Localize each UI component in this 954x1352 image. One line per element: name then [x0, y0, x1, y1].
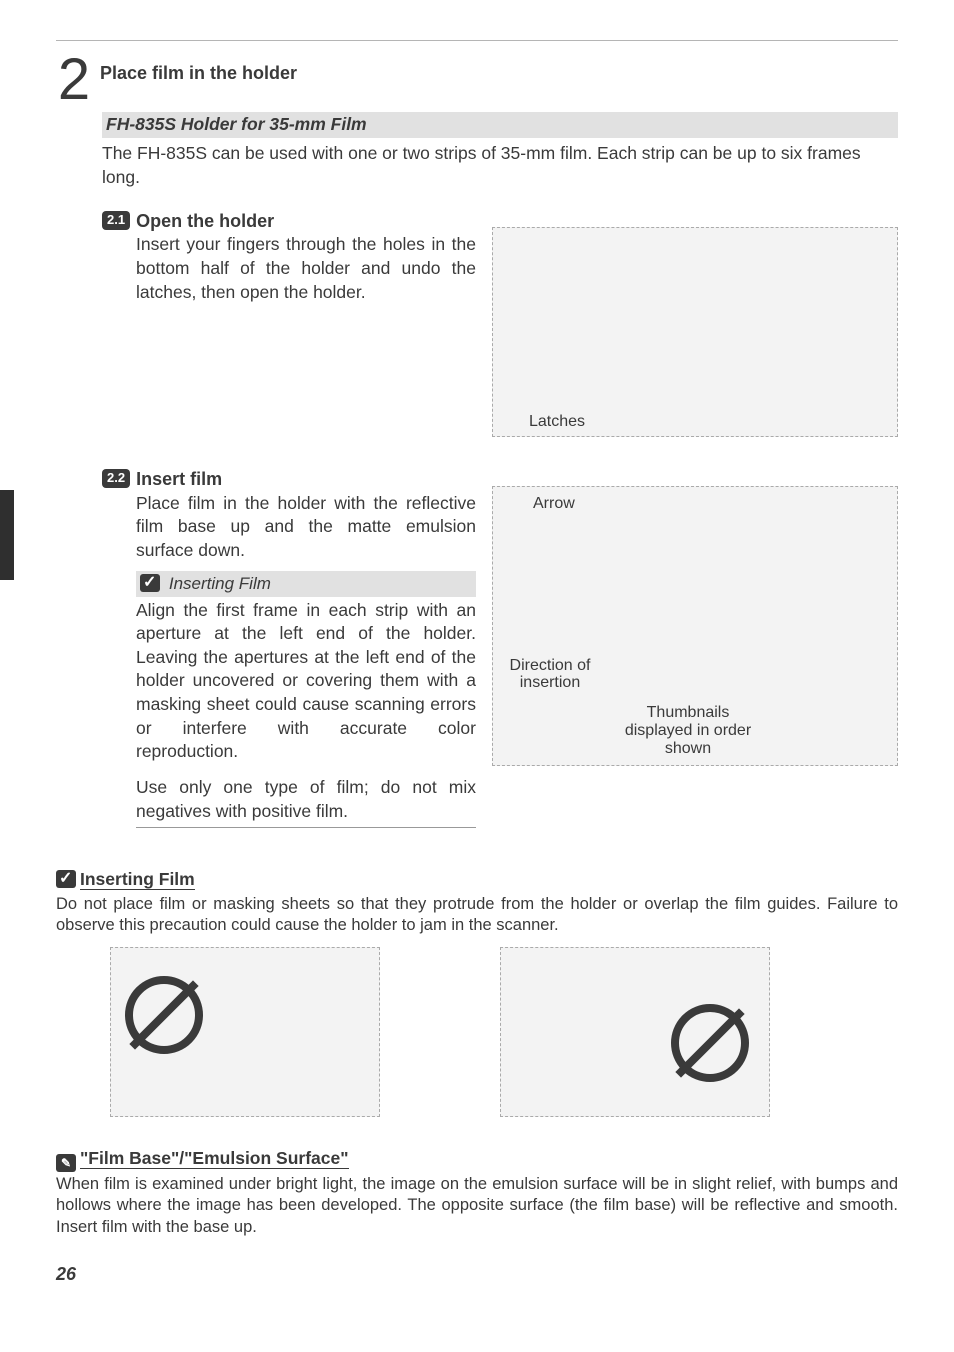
prohibit-icon — [125, 976, 203, 1054]
note-inserting-film: Inserting Film Do not place film or mask… — [56, 868, 898, 937]
fig-label-direction: Direction of insertion — [495, 657, 605, 692]
top-rule — [56, 40, 898, 41]
prohibit-icon — [671, 1004, 749, 1082]
step-number: 2 — [56, 55, 92, 104]
fig-label-latches: Latches — [529, 411, 585, 433]
substep-21-title: Open the holder — [136, 209, 274, 233]
note1-title: Inserting Film — [80, 869, 195, 890]
warn-figure-right — [500, 947, 770, 1117]
fig-label-thumbs: Thumbnails displayed in order shown — [623, 704, 753, 759]
fig-label-arrow: Arrow — [533, 493, 575, 515]
rule-thin — [136, 827, 476, 828]
holder-subheading: FH-835S Holder for 35-mm Film — [102, 112, 898, 138]
substep-22-body2: Align the first frame in each strip with… — [136, 599, 476, 764]
warn-figure-left — [110, 947, 380, 1117]
note1-body: Do not place film or masking sheets so t… — [56, 894, 898, 937]
note2-body: When film is examined under bright light… — [56, 1174, 898, 1238]
page-number: 26 — [56, 1262, 898, 1286]
section-tab — [0, 490, 14, 580]
substep-22-body3: Use only one type of film; do not mix ne… — [136, 776, 476, 823]
figure-open-holder: Latches — [492, 227, 898, 437]
warning-figures — [56, 947, 898, 1117]
note-film-base: ✎"Film Base"/"Emulsion Surface" When fil… — [56, 1147, 898, 1238]
substep-22-body1: Place film in the holder with the reflec… — [136, 492, 476, 563]
substep-badge: 2.1 — [102, 211, 130, 230]
substep-22-title: Insert film — [136, 467, 222, 491]
tip-title: Inserting Film — [169, 574, 271, 593]
step-header: 2 Place film in the holder — [56, 55, 898, 104]
step-title: Place film in the holder — [100, 61, 297, 85]
tip-bar-inserting: Inserting Film — [136, 571, 476, 597]
figure-insert-film: Arrow Direction of insertion Thumbnails … — [492, 486, 898, 766]
info-icon: ✎ — [56, 1154, 76, 1172]
check-icon — [140, 574, 160, 592]
substep-badge: 2.2 — [102, 469, 130, 488]
note2-title: "Film Base"/"Emulsion Surface" — [80, 1148, 349, 1169]
check-icon — [56, 870, 76, 888]
intro-text: The FH-835S can be used with one or two … — [102, 142, 898, 189]
substep-21-body: Insert your fingers through the holes in… — [136, 233, 476, 437]
